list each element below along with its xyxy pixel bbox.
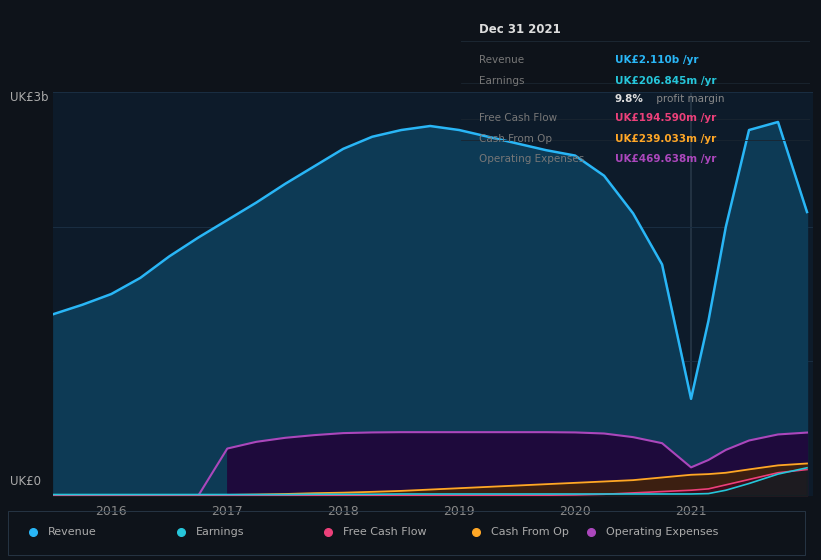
Text: Earnings: Earnings	[195, 528, 244, 538]
Text: Free Cash Flow: Free Cash Flow	[479, 113, 557, 123]
Bar	[8, 511, 805, 554]
Text: Operating Expenses: Operating Expenses	[479, 155, 584, 165]
Text: UK£2.110b /yr: UK£2.110b /yr	[615, 55, 699, 66]
Text: UK£3b: UK£3b	[10, 91, 48, 104]
Text: UK£206.845m /yr: UK£206.845m /yr	[615, 76, 717, 86]
Text: Earnings: Earnings	[479, 76, 525, 86]
Text: Dec 31 2021: Dec 31 2021	[479, 24, 561, 36]
Text: Operating Expenses: Operating Expenses	[606, 528, 718, 538]
Text: UK£0: UK£0	[10, 475, 41, 488]
Text: Revenue: Revenue	[48, 528, 96, 538]
Text: profit margin: profit margin	[654, 94, 725, 104]
Text: 9.8%: 9.8%	[615, 94, 644, 104]
Text: UK£469.638m /yr: UK£469.638m /yr	[615, 155, 716, 165]
Text: Cash From Op: Cash From Op	[479, 134, 552, 143]
Text: Cash From Op: Cash From Op	[491, 528, 569, 538]
Text: Revenue: Revenue	[479, 55, 524, 66]
Text: UK£239.033m /yr: UK£239.033m /yr	[615, 134, 716, 143]
Text: Free Cash Flow: Free Cash Flow	[343, 528, 427, 538]
Text: UK£194.590m /yr: UK£194.590m /yr	[615, 113, 716, 123]
